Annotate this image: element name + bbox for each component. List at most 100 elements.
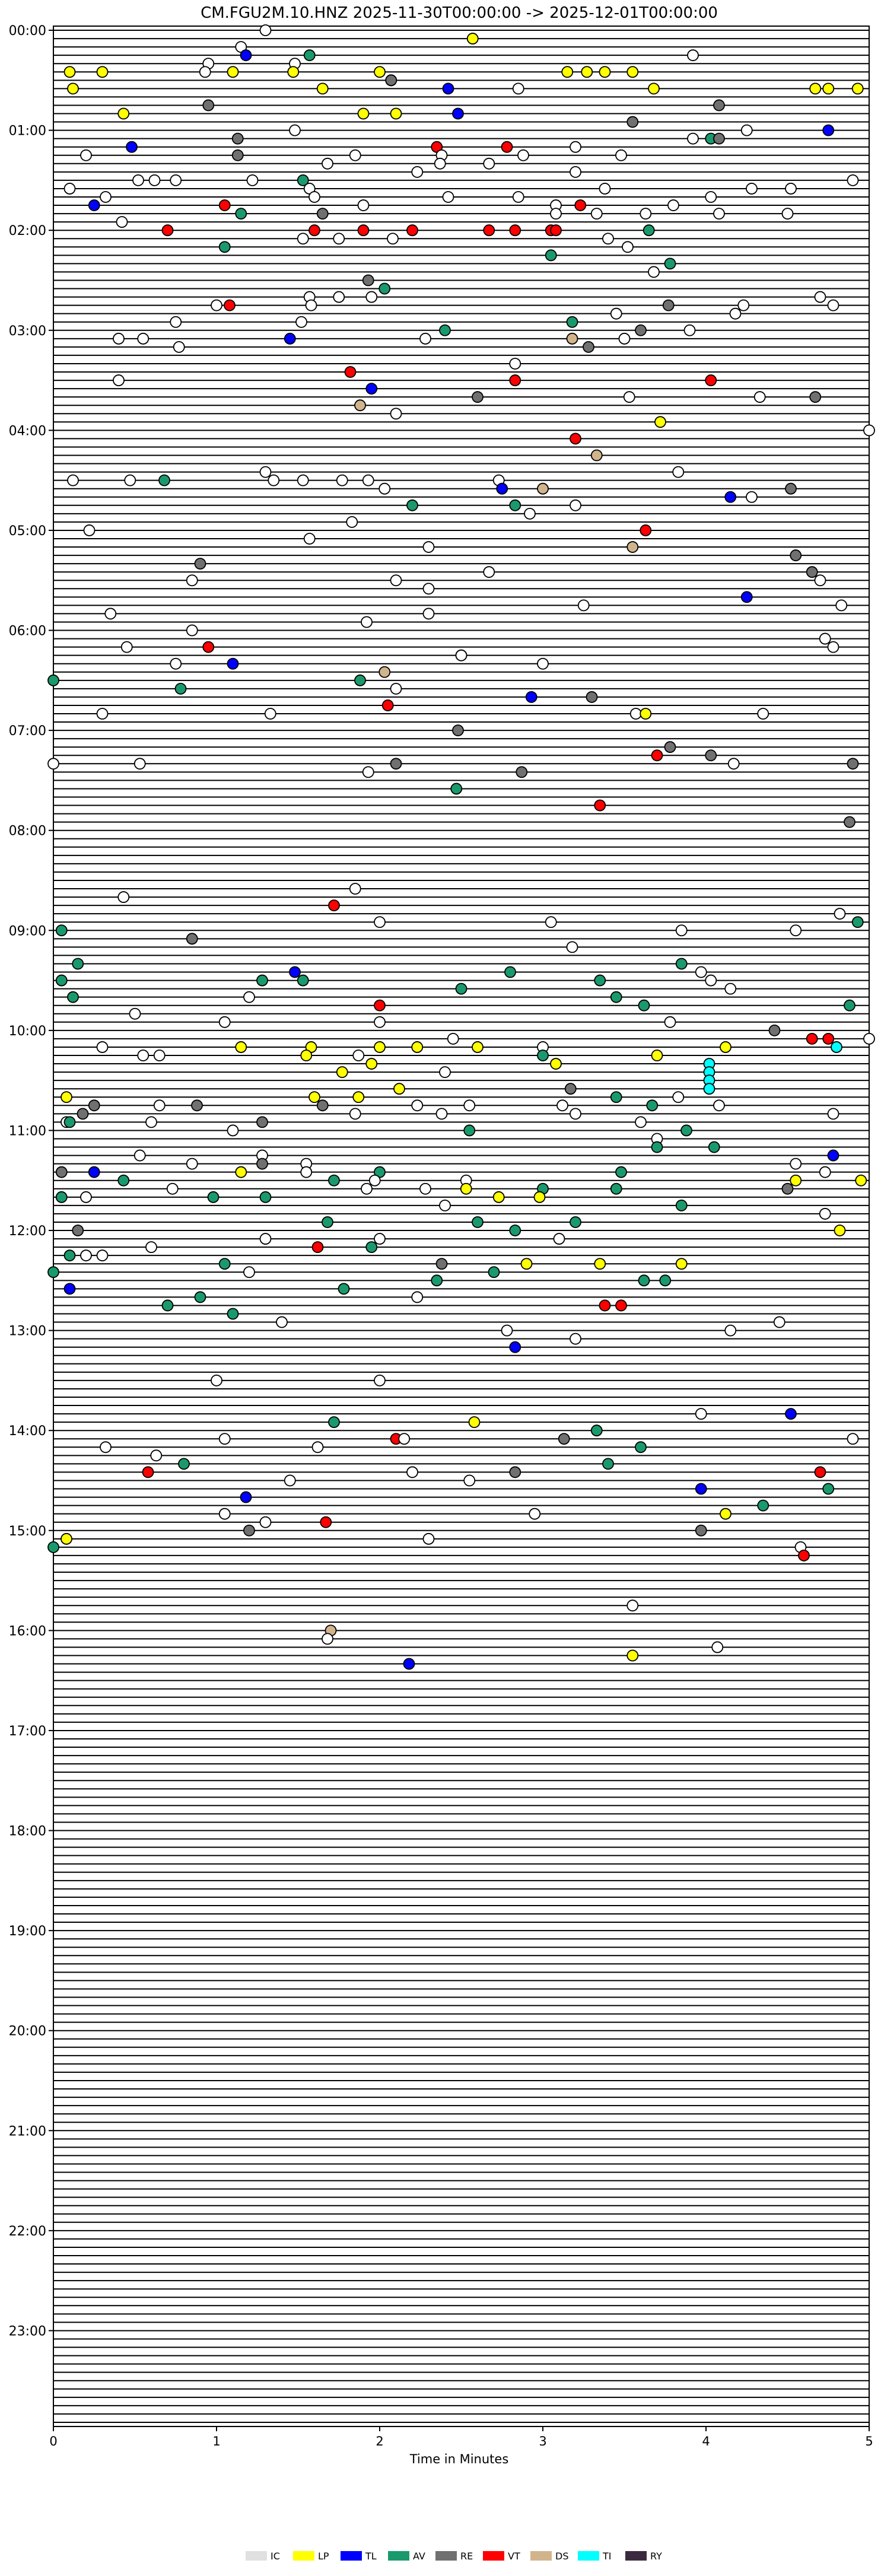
event-marker-lp [61,1091,72,1103]
event-marker-ic [819,1166,831,1178]
event-marker-ic [308,191,320,203]
event-marker-ic [422,583,435,595]
event-marker-av [635,1441,647,1454]
y-tick-label: 17:00 [9,1724,46,1739]
event-marker-ic [352,1050,365,1061]
event-marker-ic [618,332,631,345]
event-marker-lp [117,107,130,120]
event-marker-ti [831,1041,842,1053]
event-marker-ds [626,541,639,553]
event-marker-lp [308,1091,320,1103]
event-marker-ic [199,66,211,78]
event-marker-ic [835,599,848,612]
event-marker-ic [512,82,524,95]
event-marker-ic [346,516,358,528]
event-marker-re [316,1099,329,1112]
event-marker-ic [116,216,128,228]
event-marker-lp [640,708,652,720]
event-marker-ic [100,1441,112,1454]
event-marker-lp [63,66,76,78]
legend-swatch [483,2551,504,2561]
event-marker-lp [855,1174,867,1187]
legend-label: IC [271,2550,280,2562]
legend-item-ic: IC [246,2550,280,2562]
event-marker-ic [724,1324,737,1337]
event-marker-ic [186,1157,198,1170]
x-tick-label: 4 [702,2434,710,2448]
event-marker-ic [133,1149,146,1162]
legend-swatch [530,2551,552,2561]
legend-item-lp: LP [293,2550,329,2562]
legend-item-re: RE [435,2550,473,2562]
event-marker-tl [695,1483,707,1495]
event-marker-av [675,958,688,970]
event-marker-ic [259,24,272,36]
y-tick-label: 06:00 [9,624,46,639]
event-marker-ti [703,1083,715,1095]
event-marker-lp [357,107,370,120]
event-marker-ic [737,299,750,311]
x-axis-ticks: 0 1 2 3 4 5 [49,2426,873,2448]
event-marker-ic [629,708,642,720]
event-marker-re [77,1108,89,1120]
event-marker-ic [137,332,150,345]
event-marker-lp [352,1091,365,1103]
event-marker-lp [235,1041,247,1053]
event-marker-re [713,132,725,145]
event-marker-ic [259,1233,272,1245]
event-marker-ic [570,141,581,153]
legend-label: VT [508,2550,520,2562]
event-marker-ic [501,1324,513,1337]
event-marker-lp [520,1258,533,1270]
event-marker-vt [381,699,394,711]
event-marker-ic [819,1208,831,1220]
legend-label: RE [460,2550,473,2562]
event-marker-vt [806,1033,818,1045]
y-tick-label: 00:00 [9,24,46,39]
event-marker-ds [566,332,578,345]
event-marker-re [635,324,647,336]
event-marker-ic [729,307,742,320]
event-marker-av [757,1499,769,1512]
event-marker-re [662,299,675,311]
event-marker-ic [148,174,161,186]
event-marker-ic [545,916,557,928]
event-marker-ds [537,482,549,495]
event-marker-av [680,1124,692,1137]
event-marker-av [450,783,463,795]
event-marker-ic [411,1291,424,1303]
legend-label: TL [365,2550,377,2562]
event-marker-re [231,132,244,145]
event-marker-ic [422,608,435,620]
event-marker-ic [705,191,717,203]
event-marker-vt [509,374,521,386]
event-marker-re [664,741,676,753]
event-marker-re [705,749,717,762]
event-marker-ic [129,1007,141,1020]
event-marker-ic [517,149,529,161]
event-marker-av [354,674,366,686]
event-marker-av [675,1199,688,1211]
legend-label: TI [602,2550,612,2562]
event-marker-ic [243,991,255,1003]
event-marker-ic [422,1532,435,1545]
x-tick-label: 0 [49,2434,57,2448]
event-marker-av [47,674,59,686]
event-marker-av [537,1050,549,1061]
event-marker-lp [834,1225,846,1236]
event-marker-re [243,1524,255,1537]
event-marker-vt [550,224,562,237]
event-marker-lp [227,66,239,78]
legend: IC LP TL AV RE VT DS TI RY [246,2550,662,2562]
event-marker-ic [297,233,309,245]
event-marker-ic [711,1641,724,1653]
event-marker-ic [333,233,345,245]
event-marker-ic [724,982,737,995]
plot-border [53,26,870,2427]
event-marker-av [643,224,655,237]
event-marker-ic [672,1091,685,1103]
event-marker-ic [390,682,402,695]
event-marker-lp [300,1050,313,1061]
event-marker-vt [224,299,236,311]
event-marker-re [713,99,725,112]
